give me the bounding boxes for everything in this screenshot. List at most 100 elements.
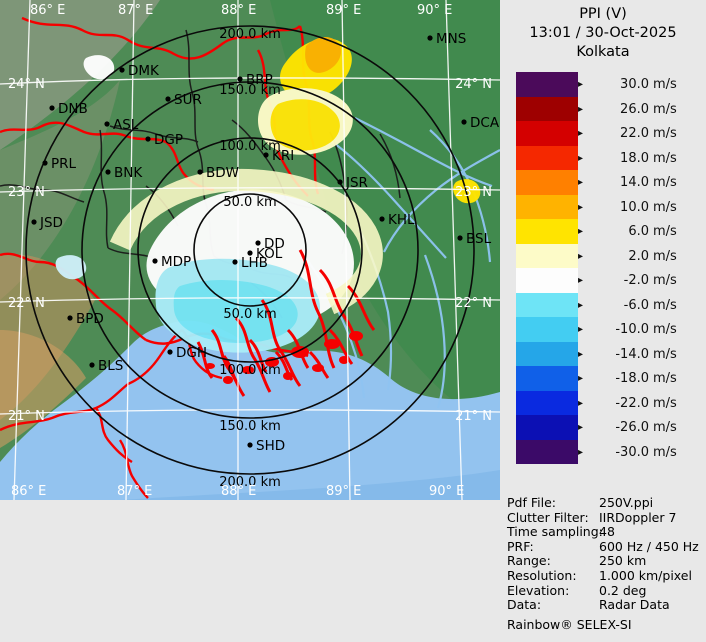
metadata-key: PRF: <box>507 538 534 554</box>
grid-coordinate-label: 89° E <box>326 3 361 18</box>
grid-coordinate-label: 86° E <box>30 3 65 18</box>
colorbar-unit: m/s <box>653 395 677 411</box>
place-dot <box>42 160 48 166</box>
place-dot <box>152 258 158 264</box>
colorbar-unit: m/s <box>653 175 677 190</box>
place-label: KHL <box>388 212 415 228</box>
place-dot <box>379 216 385 222</box>
metadata-value: 1.000 km/pixel <box>599 567 692 583</box>
place-label: BSL <box>466 231 492 247</box>
place-dot <box>457 235 463 241</box>
product-title: PPI (V) <box>579 6 627 22</box>
place-marker: DGP <box>145 132 183 148</box>
place-marker: KRI <box>263 148 294 164</box>
metadata-key: Range: <box>507 553 551 569</box>
grid-coordinate-label: 23° N <box>8 185 45 200</box>
colorbar-value: -2.0 <box>623 273 649 288</box>
place-label: JSR <box>345 175 368 191</box>
velocity-colorbar[interactable] <box>516 72 578 464</box>
range-ring-label: 100.0 km <box>219 363 281 378</box>
colorbar-value: 10.0 <box>620 199 649 215</box>
place-label: SUR <box>174 92 202 108</box>
colorbar-tick-arrow-icon: ▸ <box>578 128 584 139</box>
metadata-value: 600 Hz / 450 Hz <box>599 538 699 554</box>
place-marker: DMK <box>119 63 160 79</box>
grid-coordinate-labels-layer: 86° E 87° E 88° E 89° E 90° E 86° E 87° E 88° E… <box>8 3 492 499</box>
place-label: SHD <box>256 438 285 454</box>
colorbar-tick-label: ▸ 2.0 m/s <box>578 244 677 270</box>
colorbar-unit: m/s <box>653 101 677 117</box>
colorbar-tick-label: ▸ 6.0 m/s <box>578 219 677 245</box>
range-ring <box>81 81 419 419</box>
colorbar-value: 14.0 <box>620 175 649 190</box>
metadata-value: Radar Data <box>599 597 670 613</box>
place-marker: DNB <box>49 101 88 117</box>
radar-ppi-plot[interactable]: MNS DMK BRP DNB SUR DCA ASL DGP KRI PRL BNK BDW JSR J… <box>0 0 500 500</box>
radar-map-panel[interactable]: MNS DMK BRP DNB SUR DCA ASL DGP KRI PRL BNK BDW JSR J… <box>0 0 500 500</box>
place-label: BPD <box>76 311 104 327</box>
place-marker: JSD <box>31 215 63 231</box>
metadata-key: Clutter Filter: <box>507 509 589 525</box>
grid-coordinate-label: 22° N <box>455 296 492 311</box>
colorbar-tick-label: ▸ 14.0 m/s <box>578 170 677 196</box>
colorbar-unit: m/s <box>653 199 677 215</box>
place-marker: DGH <box>167 345 207 361</box>
range-ring-label: 150.0 km <box>219 419 281 434</box>
grid-coordinate-label: 87° E <box>118 3 153 18</box>
range-ring-label: 200.0 km <box>219 475 281 490</box>
colorbar-unit: m/s <box>653 126 677 141</box>
range-ring <box>25 25 475 475</box>
place-marker: SUR <box>165 92 202 108</box>
metadata-block: Pdf File: 250V.ppi Clutter Filter: IIRDoppl… <box>507 495 706 632</box>
colorbar-tick-arrow-icon: ▸ <box>578 103 584 115</box>
place-marker: KOL <box>247 246 283 262</box>
place-dot <box>237 76 243 82</box>
grid-coordinate-label: 90° E <box>429 484 464 499</box>
metadata-row: Pdf File: 250V.ppi <box>507 495 706 511</box>
place-dot <box>49 105 55 111</box>
place-dot <box>145 136 151 142</box>
place-marker: DD <box>255 236 285 252</box>
place-marker: KHL <box>379 212 415 228</box>
colorbar-band <box>516 145 578 170</box>
range-ring-label: 200.0 km <box>219 27 281 42</box>
map-canvas: MNS DMK BRP DNB SUR DCA ASL DGP KRI PRL BNK BDW JSR J… <box>0 0 500 500</box>
bottom-left-filler <box>0 500 500 642</box>
metadata-row: Range: 250 km <box>507 554 706 569</box>
colorbar-tick-arrow-icon: ▸ <box>578 275 584 286</box>
radar-site-name: Kolkata <box>576 44 630 60</box>
colorbar-tick-arrow-icon: ▸ <box>578 348 584 360</box>
colorbar-tick-arrow-icon: ▸ <box>578 226 584 237</box>
vendor-brand: Rainbow® SELEX-SI <box>507 616 632 632</box>
place-label: JSD <box>39 215 63 231</box>
place-label: DCA <box>470 115 500 131</box>
metadata-key: Data: <box>507 597 542 613</box>
colorbar-unit: m/s <box>653 224 677 239</box>
colorbar-band <box>516 341 578 366</box>
place-label: DGH <box>176 345 207 361</box>
grid-coordinate-label: 89° E <box>326 484 361 499</box>
colorbar-tick-label: ▸ -26.0 m/s <box>578 415 677 441</box>
colorbar-value: 18.0 <box>620 150 649 166</box>
range-rings-layer <box>25 25 475 475</box>
colorbar-value: -18.0 <box>615 371 649 386</box>
colorbar-band <box>516 121 578 146</box>
place-marker: BDW <box>197 165 239 181</box>
colorbar-band <box>516 194 578 219</box>
place-label: LHB <box>241 255 268 271</box>
place-dot <box>461 119 467 125</box>
place-label: DNB <box>58 101 88 117</box>
place-label: KOL <box>256 246 283 262</box>
grid-coordinate-label: 24° N <box>8 77 45 92</box>
place-label: BNK <box>114 165 143 181</box>
colorbar-unit: m/s <box>653 371 677 386</box>
echo-negative-inner <box>173 280 298 344</box>
metadata-value: IIRDoppler 7 <box>599 509 677 525</box>
colorbar-tick-label: ▸ -22.0 m/s <box>578 391 677 417</box>
range-ring-label: 50.0 km <box>223 195 276 210</box>
place-label: BDW <box>206 165 239 181</box>
metadata-key: Resolution: <box>507 567 577 583</box>
place-marker: JSR <box>337 175 368 191</box>
colorbar-value: 6.0 <box>628 224 649 239</box>
colorbar-tick-arrow-icon: ▸ <box>578 79 584 90</box>
